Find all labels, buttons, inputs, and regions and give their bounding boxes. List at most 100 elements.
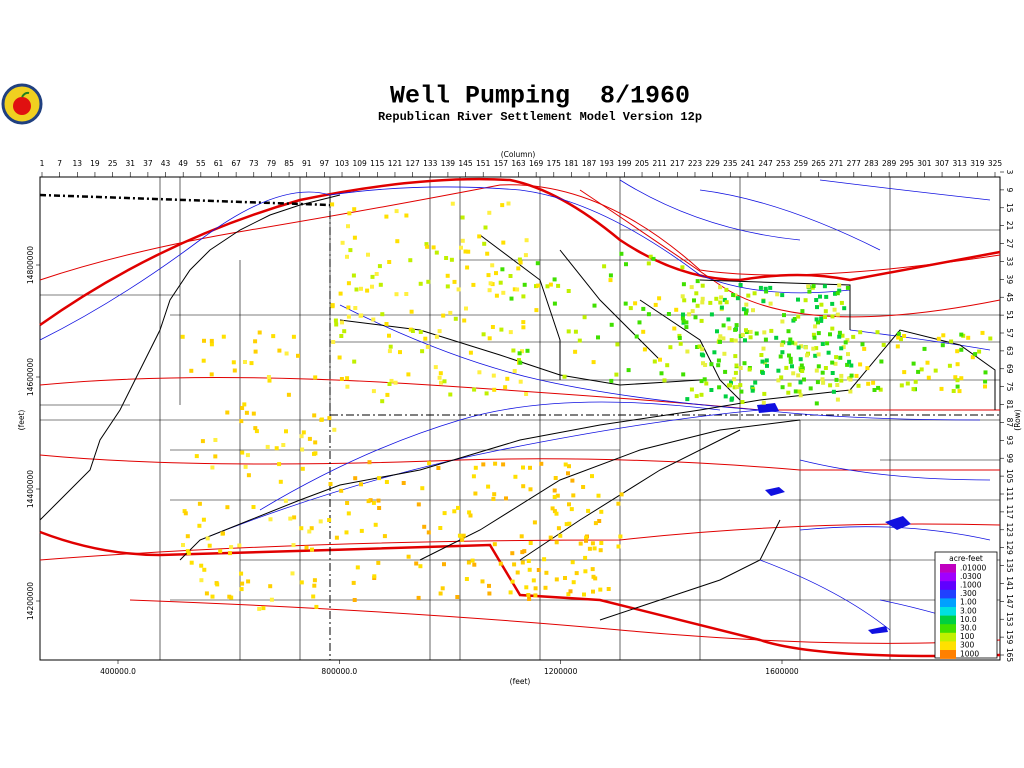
pumping-cell [700,283,705,288]
pumping-cell [845,362,850,367]
pumping-cell [500,267,505,272]
pumping-cell [480,579,485,584]
row-tick-label: 33 [1005,257,1014,267]
pumping-cell [213,454,218,459]
pumping-cell [811,284,816,288]
pumping-cell [781,340,786,345]
column-tick-label: 91 [302,159,312,168]
pumping-cell [592,303,597,308]
column-tick-label: 187 [582,159,597,168]
pumping-cell [292,515,297,520]
legend-swatch [940,641,956,651]
pumping-cell [819,318,824,323]
pumping-cell [839,300,844,305]
pumping-cell [455,595,460,599]
pumping-cell [842,306,847,311]
pumping-cell [519,534,524,539]
pumping-cell [464,306,468,311]
pumping-cell [798,380,803,385]
pumping-cell [441,313,446,318]
pumping-cell [274,446,279,451]
pumping-cell [828,383,833,388]
pumping-cell [734,385,739,389]
pumping-cell [648,254,653,259]
pumping-cell [790,364,794,369]
pumping-cell [784,365,789,370]
pumping-cell [434,334,439,339]
pumping-cell [816,364,821,369]
pumping-cell [577,338,582,343]
column-tick-label: 295 [900,159,915,168]
pumping-cell [337,355,342,360]
pumping-cell [449,257,454,262]
pumping-cell [834,377,839,382]
pumping-cell [741,307,746,312]
pumping-cell [543,585,548,590]
pumping-cell [704,381,709,386]
pumping-cell [518,360,523,365]
pumping-cell [582,592,586,597]
pumping-cell [534,308,539,313]
pumping-cell [521,484,526,489]
pumping-cell [786,329,791,334]
pumping-cell [787,382,792,387]
pumping-cell [680,316,685,321]
pumping-cell [370,284,374,289]
pumping-cell [267,378,272,383]
pumping-cell [487,591,492,596]
row-tick-label: 141 [1005,576,1014,591]
pumping-cell [608,273,613,278]
pumping-cell [822,284,827,289]
pumping-cell [718,300,723,305]
pumping-cell [733,293,738,298]
y-tick-label: 14200000 [26,582,35,620]
pumping-cell [941,333,946,338]
pumping-cell [562,374,567,379]
pumping-cell [733,370,738,375]
pumping-cell [684,325,689,330]
pumping-cell [726,383,731,388]
pumping-cell [780,385,785,390]
pumping-cell [468,513,473,518]
pumping-cell [483,225,488,230]
pumping-cell [284,429,288,434]
pumping-cell [486,484,491,489]
pumping-cell [763,360,767,365]
pumping-cell [210,594,215,599]
pumping-cell [936,336,941,341]
legend-label: .1000 [960,581,982,590]
row-tick-label: 165 [1005,648,1014,663]
pumping-cell [481,462,486,467]
pumping-cell [718,339,722,344]
pumping-cell [346,281,351,286]
pumping-cell [484,391,489,396]
pumping-cell [902,370,907,375]
pumping-cell [503,385,508,390]
pumping-cell [312,451,316,456]
pumping-cell [840,333,845,338]
pumping-cell [872,388,877,392]
pumping-cell [301,430,306,435]
pumping-cell [913,379,918,384]
pumping-cell [471,474,476,479]
pumping-cell [835,397,840,402]
pumping-cell [805,353,809,358]
pumping-cell [615,342,620,347]
pumping-cell [404,292,409,296]
pumping-cell [970,355,975,360]
pumping-cell [803,345,808,350]
pumping-cell [527,567,532,572]
pumping-cell [237,543,242,548]
column-tick-label: 79 [267,159,277,168]
pumping-cell [619,251,624,256]
pumping-cell [983,370,988,375]
pumping-cell [593,521,598,526]
pumping-cell [409,309,414,314]
column-tick-label: 193 [600,159,615,168]
pumping-cell [283,498,288,503]
pumping-cell [527,597,532,601]
pumping-cell [596,335,600,340]
pumping-cell [406,372,411,377]
pumping-cell [839,378,844,383]
pumping-cell [445,273,450,278]
